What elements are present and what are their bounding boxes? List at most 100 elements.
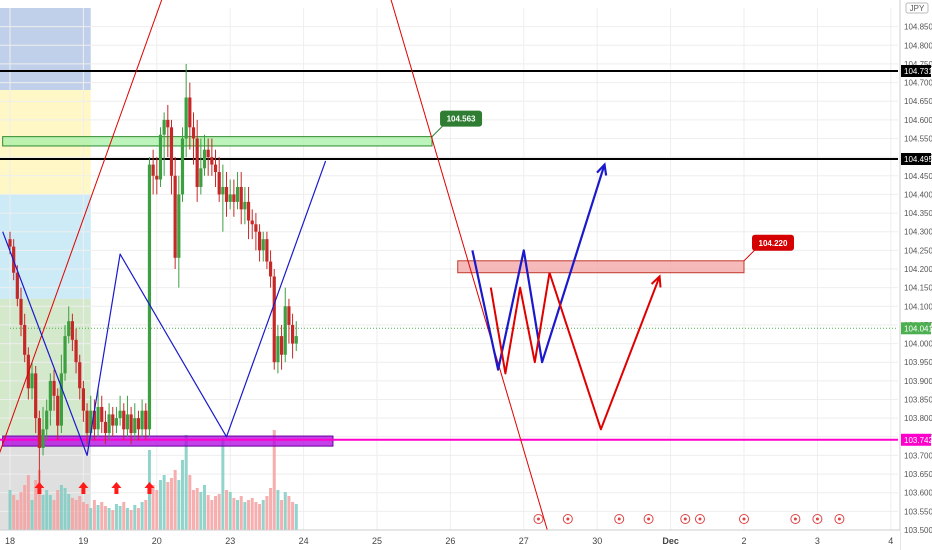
candle[interactable] [158,134,163,180]
candle[interactable] [34,373,38,419]
candle[interactable] [144,410,148,430]
candle[interactable] [173,175,177,258]
candle[interactable] [41,429,45,448]
candle[interactable] [19,298,23,325]
candle[interactable] [250,220,254,225]
candle[interactable] [129,414,133,434]
candle[interactable] [232,194,236,202]
candle[interactable] [272,276,276,363]
candle[interactable] [162,119,166,135]
volume-bar [287,496,291,530]
candle[interactable] [37,418,41,448]
candle[interactable] [217,172,221,195]
candle[interactable] [74,339,78,363]
candle[interactable] [283,306,287,355]
candle[interactable] [56,395,60,426]
candle[interactable] [290,324,295,344]
volume-bar [276,490,280,530]
candle[interactable] [210,157,214,165]
candle[interactable] [52,380,56,396]
candle[interactable] [206,149,210,158]
candle[interactable] [166,119,170,128]
candle[interactable] [59,373,63,426]
candle[interactable] [63,336,67,374]
tag-pointer [743,248,757,262]
candle[interactable] [122,410,126,430]
candle[interactable] [188,97,192,128]
purple-zone[interactable] [2,435,334,447]
candle[interactable] [92,410,97,430]
y-tick-label: 104.250 [904,246,932,255]
y-tick-label: 104.750 [904,60,932,69]
candle[interactable] [202,149,207,169]
event-icon-dot [742,517,746,521]
candle[interactable] [85,410,89,434]
candle[interactable] [221,186,225,195]
candle[interactable] [213,164,218,173]
candle[interactable] [254,224,258,232]
y-tick-label: 104.450 [904,172,932,181]
resistance-zone-104.563[interactable] [2,136,433,147]
blue-projection[interactable] [471,164,606,371]
candle[interactable] [276,336,280,363]
candle[interactable] [111,414,115,426]
candle[interactable] [48,380,52,411]
candle[interactable] [30,373,34,389]
volume-bar [34,480,38,530]
candle[interactable] [8,239,12,247]
candle[interactable] [147,164,152,430]
candle[interactable] [89,410,93,434]
candle[interactable] [118,410,122,419]
candle[interactable] [235,186,240,202]
axis-price-label-bg [901,433,931,446]
candle[interactable] [133,418,137,434]
candle[interactable] [265,239,269,262]
candle[interactable] [114,418,119,426]
candle[interactable] [199,168,203,187]
candle[interactable] [78,362,82,389]
candle[interactable] [287,306,291,325]
candle[interactable] [180,138,185,195]
candle[interactable] [67,321,71,337]
candle[interactable] [96,406,100,430]
candle[interactable] [257,231,262,251]
candle[interactable] [45,410,49,430]
candle[interactable] [239,186,243,210]
candle[interactable] [125,414,130,430]
candle[interactable] [243,201,247,210]
candle[interactable] [23,324,27,355]
candle[interactable] [177,194,181,258]
candle[interactable] [100,406,104,422]
candle[interactable] [140,410,144,430]
candle[interactable] [103,421,108,434]
candle[interactable] [246,201,251,221]
candle[interactable] [15,272,19,299]
candle[interactable] [279,336,284,355]
candle[interactable] [224,186,229,202]
red-projection[interactable] [548,272,661,431]
blue-zigzag-past[interactable] [2,160,327,456]
candle[interactable] [195,138,199,187]
support-zone-104.220[interactable] [457,260,745,274]
red-channel-line-left[interactable] [0,0,179,485]
candle[interactable] [136,418,141,430]
candle[interactable] [81,388,85,411]
candle[interactable] [294,336,298,344]
red-zigzag-short[interactable] [489,272,551,375]
x-tick-label: 27 [519,536,529,546]
candle[interactable] [228,194,232,202]
candle[interactable] [184,97,188,139]
candle[interactable] [155,175,159,180]
red-channel-line-right[interactable] [377,0,550,538]
candle[interactable] [107,414,111,434]
candle[interactable] [151,164,155,176]
candle[interactable] [261,239,265,251]
y-tick-label: 103.800 [904,414,932,423]
candle[interactable] [268,261,273,277]
candle[interactable] [70,321,74,340]
candle[interactable] [191,127,196,139]
candle[interactable] [169,127,174,176]
symbol-badge[interactable] [905,2,929,14]
